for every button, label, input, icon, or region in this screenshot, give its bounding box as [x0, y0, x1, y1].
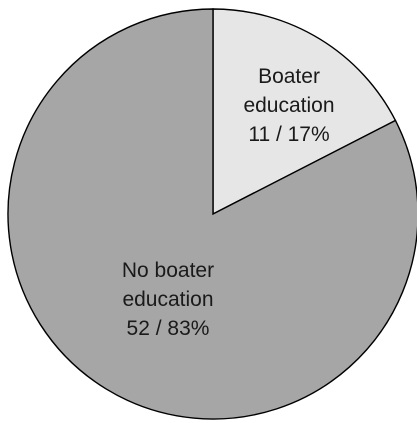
slices-layer — [7, 8, 417, 420]
labels-layer: Boater education 11 / 17% No boater educatio… — [122, 65, 335, 340]
pie-slice-label-line: 11 / 17% — [248, 123, 329, 146]
pie-slice-label-line: 52 / 83% — [127, 317, 210, 340]
pie-slice-label: Boater education 11 / 17% — [243, 65, 334, 146]
pie-slice-label-line: education — [243, 94, 334, 117]
pie-slice-label: No boater education 52 / 83% — [122, 259, 214, 340]
pie-slice-no-boater-education — [7, 8, 417, 420]
pie-slice-label-line: No boater — [122, 259, 214, 282]
pie-slice-label-line: Boater — [258, 65, 320, 88]
pie-slice-label-line: education — [122, 288, 213, 311]
pie-slice-boater-education — [212, 8, 397, 216]
